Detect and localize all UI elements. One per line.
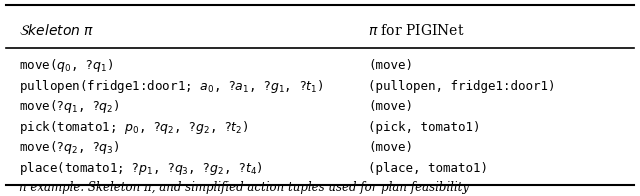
Text: (place, tomato1): (place, tomato1) bbox=[368, 162, 488, 175]
Text: (pullopen, fridge1:door1): (pullopen, fridge1:door1) bbox=[368, 80, 556, 93]
Text: move($q_0$, $?q_1$): move($q_0$, $?q_1$) bbox=[19, 57, 113, 74]
Text: (pick, tomato1): (pick, tomato1) bbox=[368, 121, 481, 134]
Text: move($?q_2$, $?q_3$): move($?q_2$, $?q_3$) bbox=[19, 140, 120, 156]
Text: move($?q_1$, $?q_2$): move($?q_1$, $?q_2$) bbox=[19, 98, 120, 115]
Text: pullopen(fridge1:door1; $a_0$, $?a_1$, $?g_1$, $?t_1$): pullopen(fridge1:door1; $a_0$, $?a_1$, $… bbox=[19, 78, 324, 95]
Text: n example. Skeleton π, and simplified action tuples used for plan feasibility: n example. Skeleton π, and simplified ac… bbox=[19, 181, 469, 194]
Text: $\pi$ for PIGINet: $\pi$ for PIGINet bbox=[368, 23, 465, 38]
Text: (move): (move) bbox=[368, 142, 413, 154]
Text: $\mathcal{S}keleton\ \pi$: $\mathcal{S}keleton\ \pi$ bbox=[19, 23, 95, 38]
Text: place(tomato1; $?p_1$, $?q_3$, $?g_2$, $?t_4$): place(tomato1; $?p_1$, $?q_3$, $?g_2$, $… bbox=[19, 160, 263, 177]
Text: (move): (move) bbox=[368, 100, 413, 113]
Text: pick(tomato1; $p_0$, $?q_2$, $?g_2$, $?t_2$): pick(tomato1; $p_0$, $?q_2$, $?g_2$, $?t… bbox=[19, 119, 249, 136]
Text: (move): (move) bbox=[368, 59, 413, 72]
